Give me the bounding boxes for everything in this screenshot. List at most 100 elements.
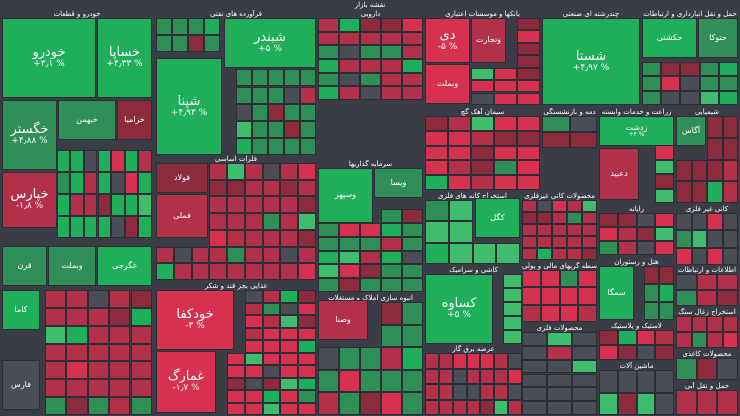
stock-tile[interactable] [56,194,71,216]
stock-tile[interactable] [502,316,522,330]
stock-tile[interactable] [298,352,316,365]
stock-tile[interactable] [522,212,537,224]
stock-tile[interactable] [381,18,402,32]
stock-tile[interactable] [360,236,381,251]
stock-tile[interactable] [569,116,597,132]
stock-tile[interactable] [707,116,723,138]
stock-tile[interactable] [471,116,494,131]
stock-tile[interactable] [722,116,738,138]
stock-tile[interactable] [381,324,402,348]
stock-tile[interactable] [522,345,547,360]
stock-tile-featured[interactable]: حکشتی [642,18,697,58]
stock-tile[interactable] [636,370,656,393]
stock-tile[interactable] [402,392,423,415]
stock-tile[interactable] [284,69,300,87]
stock-tile[interactable] [676,290,697,306]
stock-tile[interactable] [448,175,471,190]
stock-tile[interactable] [381,278,402,292]
stock-tile[interactable] [494,384,509,400]
stock-tile[interactable] [448,145,471,161]
stock-tile[interactable] [502,274,522,288]
stock-tile[interactable] [517,18,540,31]
stock-tile[interactable] [540,287,560,305]
stock-tile[interactable] [502,302,522,316]
stock-tile[interactable] [572,345,597,360]
stock-tile[interactable] [130,379,152,398]
stock-tile[interactable] [339,223,360,237]
stock-tile[interactable] [111,150,125,172]
stock-tile[interactable] [448,116,471,131]
stock-tile[interactable] [188,35,204,53]
stock-tile[interactable] [636,213,656,227]
stock-tile[interactable] [659,284,674,302]
stock-tile[interactable] [360,18,381,32]
stock-tile[interactable] [298,213,316,230]
stock-tile[interactable] [227,402,245,415]
stock-tile[interactable] [517,42,540,56]
stock-tile[interactable] [707,230,723,248]
stock-tile[interactable] [636,330,656,345]
stock-tile[interactable] [360,223,381,237]
stock-tile[interactable] [244,365,263,378]
stock-tile[interactable] [44,343,67,362]
stock-tile[interactable] [599,227,618,241]
stock-tile[interactable] [691,159,707,182]
stock-tile[interactable] [676,230,692,248]
stock-tile[interactable] [66,361,88,380]
stock-tile[interactable] [425,399,439,415]
stock-tile[interactable] [244,229,263,247]
stock-tile[interactable] [227,263,245,280]
stock-tile-featured[interactable]: خساپا +۴٫۳۳ % [97,18,152,98]
stock-tile[interactable] [717,274,738,290]
stock-tile[interactable] [582,200,597,212]
stock-tile[interactable] [517,116,540,131]
stock-tile[interactable] [188,18,204,36]
stock-tile[interactable] [244,246,263,264]
stock-tile-featured[interactable]: کگل [475,198,520,238]
stock-tile[interactable] [97,194,112,216]
stock-tile[interactable] [425,242,449,264]
stock-tile[interactable] [111,172,125,194]
stock-tile-featured[interactable]: وتجارت [471,18,506,63]
stock-tile[interactable] [425,175,448,190]
stock-tile[interactable] [244,315,263,328]
stock-tile[interactable] [502,288,522,302]
stock-tile[interactable] [360,31,381,46]
stock-tile[interactable] [209,246,228,264]
stock-tile[interactable] [244,179,263,197]
stock-tile[interactable] [138,216,152,238]
stock-tile[interactable] [130,361,152,380]
stock-tile[interactable] [262,340,281,353]
stock-tile[interactable] [262,213,281,230]
stock-tile-featured[interactable]: خودکفا -۳ % [156,290,234,350]
stock-tile[interactable] [494,399,509,415]
stock-tile[interactable] [318,250,339,265]
stock-tile[interactable] [599,392,618,415]
stock-tile[interactable] [360,250,381,265]
stock-tile[interactable] [552,200,567,212]
stock-tile[interactable] [244,340,263,353]
stock-tile[interactable] [425,368,439,384]
stock-tile[interactable] [578,270,598,288]
stock-tile[interactable] [522,248,537,260]
stock-tile[interactable] [156,246,174,264]
stock-tile[interactable] [227,352,245,365]
stock-tile-featured[interactable]: فولاد [156,163,208,193]
stock-tile[interactable] [537,248,552,260]
stock-tile[interactable] [172,18,188,36]
stock-tile[interactable] [44,397,67,415]
stock-tile[interactable] [339,86,360,100]
stock-tile[interactable] [156,263,174,280]
stock-tile[interactable] [87,379,110,398]
stock-tile[interactable] [547,373,572,388]
stock-tile[interactable] [130,290,152,308]
stock-tile[interactable] [280,196,299,214]
stock-tile[interactable] [227,229,245,247]
stock-tile[interactable] [44,379,67,398]
stock-tile-featured[interactable]: وبملت [425,64,470,104]
stock-tile[interactable] [438,399,453,415]
stock-tile[interactable] [472,242,497,264]
stock-tile[interactable] [262,377,281,390]
stock-tile[interactable] [44,325,67,344]
stock-tile[interactable] [517,55,540,68]
